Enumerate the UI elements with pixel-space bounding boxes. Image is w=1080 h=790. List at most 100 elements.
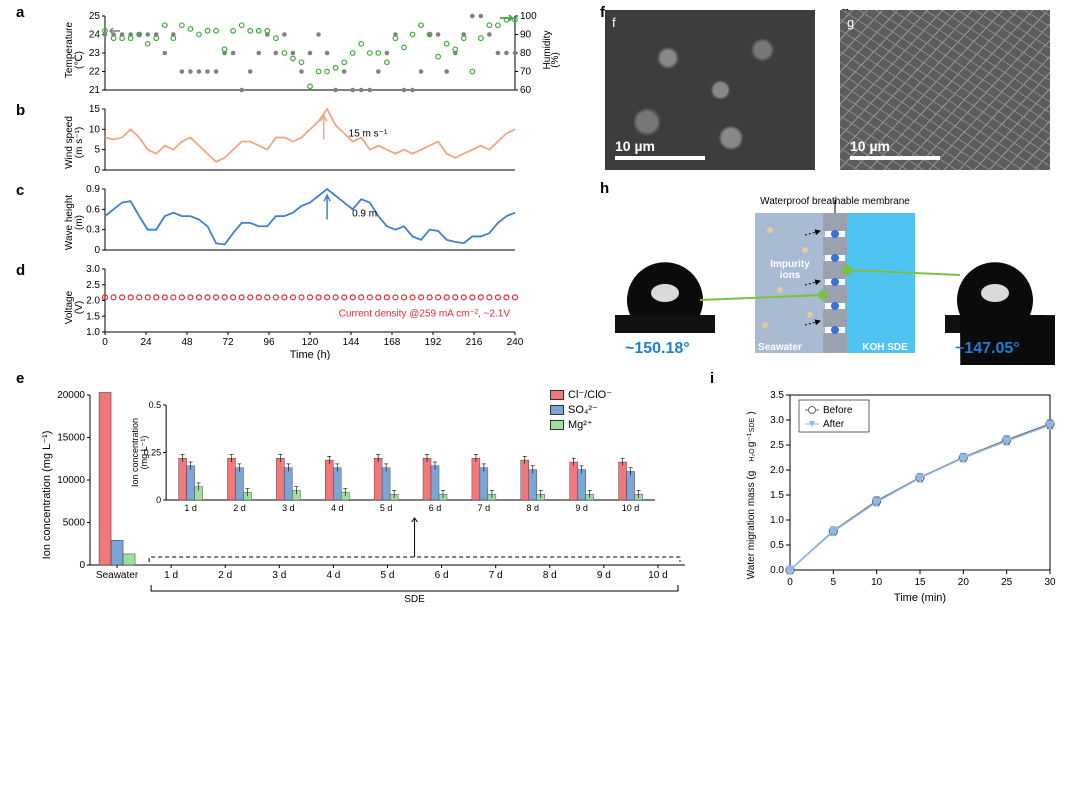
svg-text:15: 15 xyxy=(914,577,926,588)
svg-text:3 d: 3 d xyxy=(282,503,295,513)
svg-text:1.0: 1.0 xyxy=(770,515,784,526)
chart-c-wave-height: 00.30.60.9Wave height(m)0.9 m xyxy=(60,185,560,260)
water-molecule-icon xyxy=(831,326,839,334)
panel-g-overlay: g xyxy=(847,15,854,30)
svg-text:H₂O: H₂O xyxy=(749,448,756,462)
svg-text:0.3: 0.3 xyxy=(86,225,100,236)
svg-text:15 m s⁻¹: 15 m s⁻¹ xyxy=(349,128,388,139)
scalebar-f-text: 10 µm xyxy=(615,138,655,154)
svg-text:20: 20 xyxy=(958,577,970,588)
legend-label-so4: SO₄²⁻ xyxy=(568,403,598,416)
svg-text:10: 10 xyxy=(871,577,883,588)
svg-text:(m s⁻¹): (m s⁻¹) xyxy=(74,127,85,158)
svg-text:Water migration mass (g: Water migration mass (g xyxy=(746,471,757,580)
svg-text:Time (min): Time (min) xyxy=(894,592,946,604)
svg-text:9 d: 9 d xyxy=(597,570,611,581)
svg-text:120: 120 xyxy=(302,337,319,348)
svg-text:SDE: SDE xyxy=(749,417,756,432)
svg-text:70: 70 xyxy=(520,67,532,78)
stage-left xyxy=(615,315,715,333)
svg-text:48: 48 xyxy=(181,337,193,348)
svg-text:4 d: 4 d xyxy=(331,503,344,513)
svg-text:0: 0 xyxy=(787,577,793,588)
svg-text:0: 0 xyxy=(102,337,108,348)
water-molecule-icon xyxy=(831,254,839,262)
svg-text:Time (h): Time (h) xyxy=(290,349,331,360)
svg-text:2 d: 2 d xyxy=(233,503,246,513)
svg-text:7 d: 7 d xyxy=(478,503,491,513)
svg-text:(V): (V) xyxy=(74,301,85,314)
svg-text:1 d: 1 d xyxy=(164,570,178,581)
svg-text:(m): (m) xyxy=(74,215,85,230)
panel-label-e: e xyxy=(16,370,24,387)
svg-text:10: 10 xyxy=(89,124,101,135)
svg-text:60: 60 xyxy=(520,85,532,96)
koh-label: KOH SDE xyxy=(862,342,908,353)
droplet-left-highlight xyxy=(651,284,679,302)
svg-text:Before: Before xyxy=(823,405,853,416)
svg-text:3 d: 3 d xyxy=(272,570,286,581)
svg-text:1.5: 1.5 xyxy=(770,490,784,501)
svg-text:10 d: 10 d xyxy=(648,570,667,581)
svg-text:7 d: 7 d xyxy=(489,570,503,581)
koh-region xyxy=(845,213,915,353)
svg-text:30: 30 xyxy=(1044,577,1056,588)
svg-text:5: 5 xyxy=(94,145,100,156)
svg-text:0.5: 0.5 xyxy=(770,540,784,551)
svg-text:25: 25 xyxy=(1001,577,1013,588)
svg-text:240: 240 xyxy=(507,337,524,348)
legend-swatch-mg xyxy=(550,420,564,430)
svg-text:216: 216 xyxy=(466,337,483,348)
scalebar-g: 10 µm xyxy=(850,138,940,160)
panel-label-b: b xyxy=(16,102,25,119)
svg-text:0.9: 0.9 xyxy=(86,185,100,195)
svg-text:0.0: 0.0 xyxy=(770,565,784,576)
svg-text:5: 5 xyxy=(831,577,837,588)
svg-text:0.9 m: 0.9 m xyxy=(352,208,377,219)
impurity-ion-icon xyxy=(767,227,773,233)
svg-text:(mg L⁻¹): (mg L⁻¹) xyxy=(139,436,149,470)
impurity-ion-icon xyxy=(762,322,768,328)
legend-swatch-cl xyxy=(550,390,564,400)
legend-label-cl: Cl⁻/ClO⁻ xyxy=(568,388,612,401)
svg-text:168: 168 xyxy=(384,337,401,348)
svg-text:6 d: 6 d xyxy=(429,503,442,513)
impurity-ion-icon xyxy=(777,287,783,293)
svg-text:15000: 15000 xyxy=(57,433,85,444)
svg-text:21: 21 xyxy=(89,85,101,96)
svg-text:2.0: 2.0 xyxy=(770,465,784,476)
svg-text:0.6: 0.6 xyxy=(86,204,100,215)
svg-text:6 d: 6 d xyxy=(435,570,449,581)
connector-dot-right xyxy=(842,265,852,275)
svg-text:8 d: 8 d xyxy=(527,503,540,513)
svg-text:25: 25 xyxy=(89,11,101,22)
impurity-label: Impurity xyxy=(770,259,810,270)
svg-text:3.0: 3.0 xyxy=(86,265,100,275)
scalebar-f-bar xyxy=(615,156,705,160)
water-molecule-icon xyxy=(831,230,839,238)
panel-label-i: i xyxy=(710,370,714,387)
scalebar-g-bar xyxy=(850,156,940,160)
svg-text:3.0: 3.0 xyxy=(770,415,784,426)
svg-text:72: 72 xyxy=(222,337,234,348)
svg-text:80: 80 xyxy=(520,48,532,59)
seawater-label: Seawater xyxy=(758,342,802,353)
svg-text:96: 96 xyxy=(263,337,275,348)
panel-f-overlay: f xyxy=(612,15,616,30)
panel-label-a: a xyxy=(16,4,24,21)
svg-text:10 d: 10 d xyxy=(622,503,640,513)
sem-image-f: f 10 µm xyxy=(605,10,815,170)
svg-text:0.5: 0.5 xyxy=(149,400,162,410)
svg-text:24: 24 xyxy=(140,337,152,348)
svg-text:192: 192 xyxy=(425,337,442,348)
chart-b-wind-speed: 051015Wind speed(m s⁻¹)15 m s⁻¹ xyxy=(60,105,560,180)
sem-image-g: g 10 µm xyxy=(840,10,1050,170)
panel-label-d: d xyxy=(16,262,25,279)
connector-dot-left xyxy=(818,290,828,300)
svg-text:SDE: SDE xyxy=(404,594,425,605)
chart-i-water-migration: 0510152025300.00.51.01.52.02.53.03.5Time… xyxy=(740,385,1060,605)
svg-text:5 d: 5 d xyxy=(381,570,395,581)
impurity-ion-icon xyxy=(802,247,808,253)
impurity-ion-icon xyxy=(807,312,813,318)
svg-text:23: 23 xyxy=(89,48,101,59)
